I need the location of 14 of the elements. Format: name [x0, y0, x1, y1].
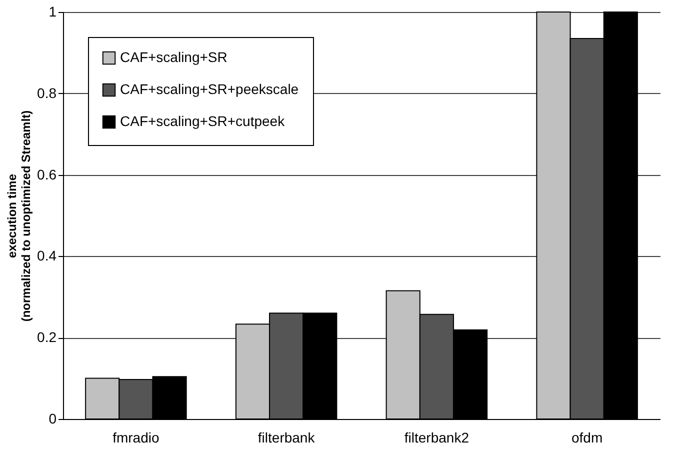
legend-label: CAF+scaling+SR+peekscale: [120, 81, 299, 97]
x-tick-label: filterbank2: [404, 430, 470, 446]
x-tick-label: filterbank: [258, 430, 316, 446]
y-tick-label: 0.6: [37, 166, 57, 182]
y-axis-title: execution time (normalized to unoptimized Streamlt): [5, 110, 34, 322]
x-tick-label: fmradio: [112, 430, 160, 446]
legend-label: CAF+scaling+SR+cutpeek: [120, 113, 286, 129]
y-tick-label: 0.8: [37, 84, 57, 101]
y-tick-label: 0.2: [37, 329, 57, 346]
y-tick-label: 0.4: [37, 248, 57, 264]
x-tick-label: ofdm: [572, 430, 603, 446]
y-tick-label: 0: [48, 410, 57, 426]
legend-label: CAF+scaling+SR: [120, 49, 228, 65]
y-tick-label: 1: [48, 4, 57, 20]
